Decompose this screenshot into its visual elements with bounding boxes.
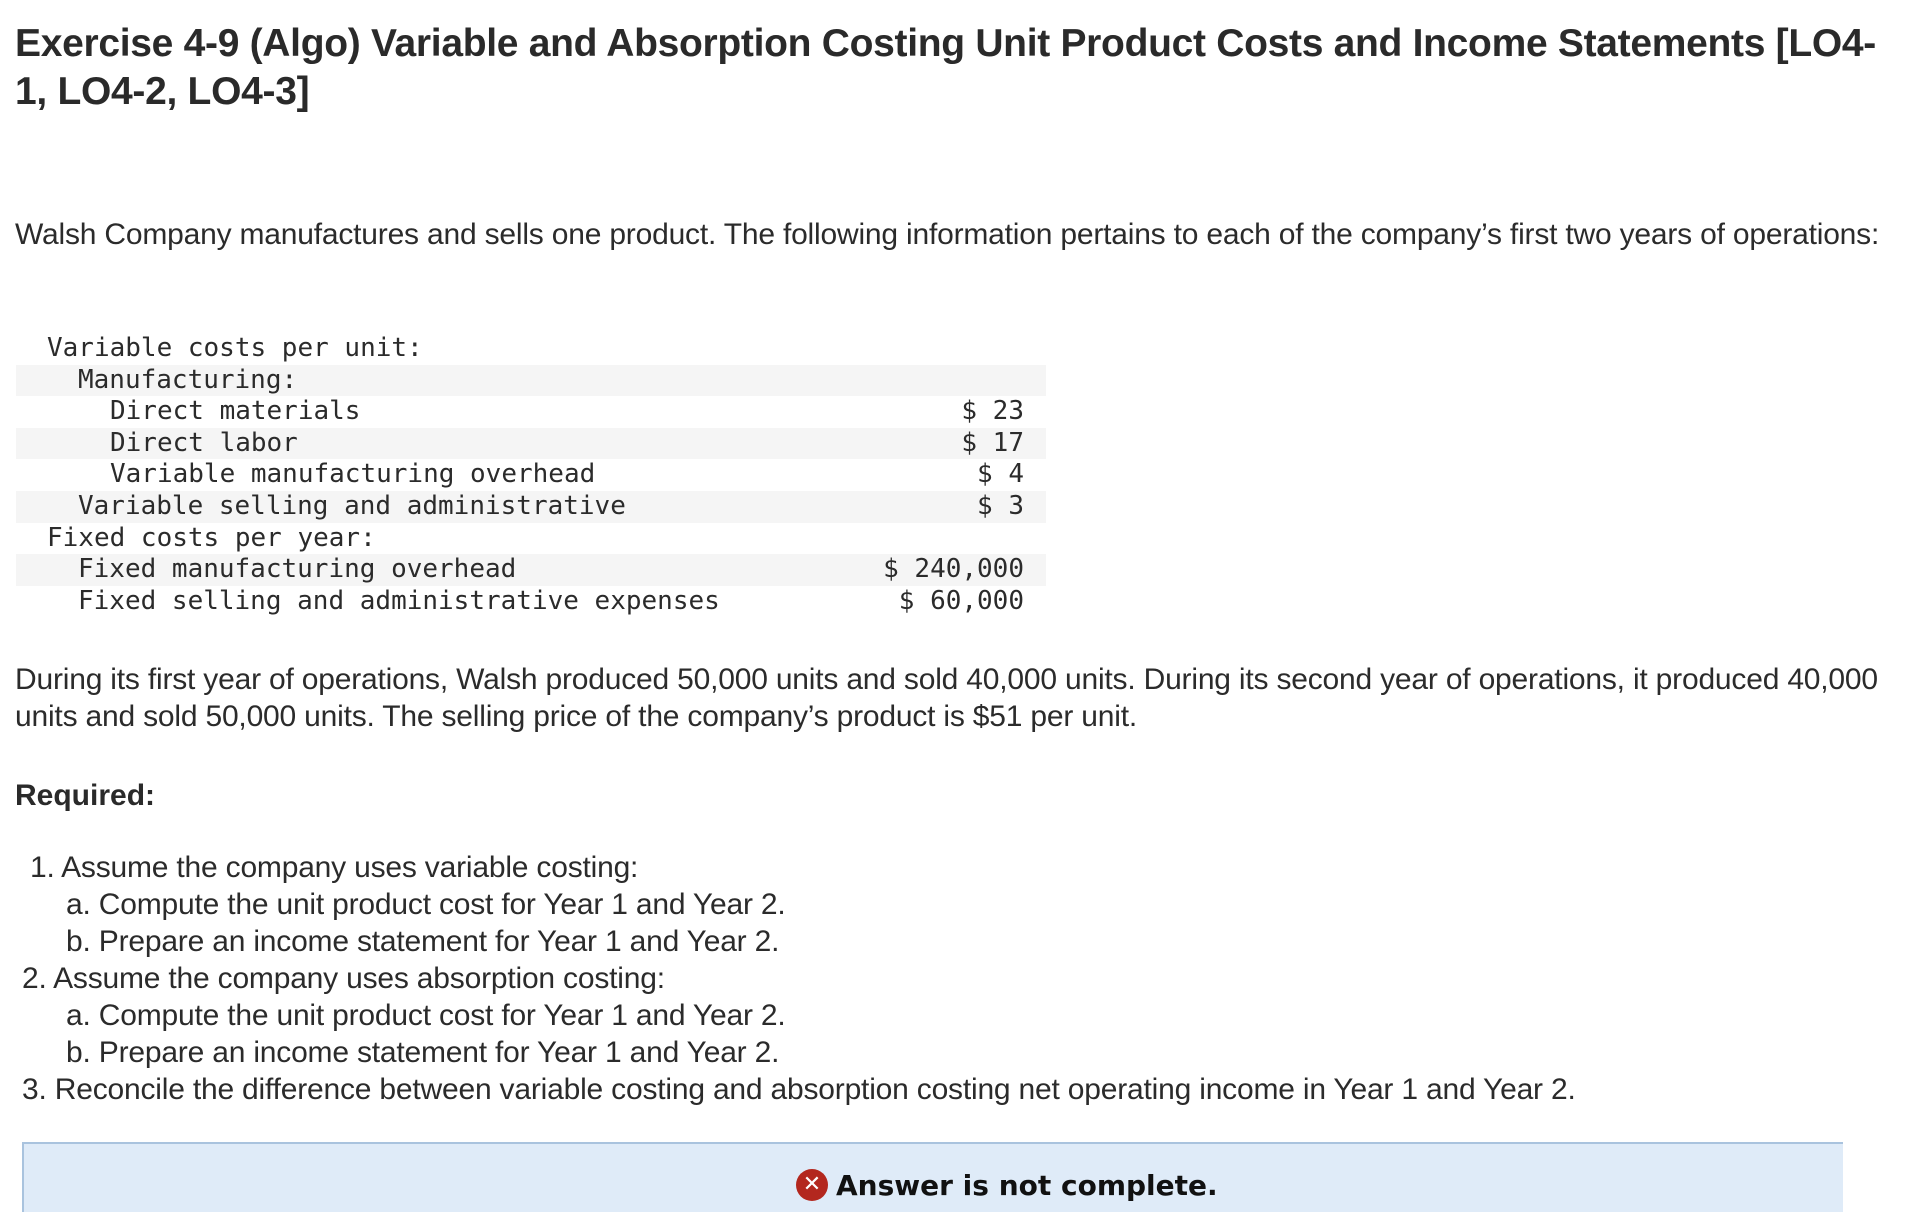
row-value: $ 4 [977,459,1024,490]
row-label: Variable selling and administrative [78,490,626,521]
row-label: Fixed manufacturing overhead [78,554,517,585]
table-row: Variable selling and administrative $ 3 [16,490,1046,523]
row-label: Fixed selling and administrative expense… [78,585,720,616]
required-subitem: a. Compute the unit product cost for Yea… [66,999,786,1032]
table-row: Direct materials $ 23 [16,396,1046,428]
required-subitem: b. Prepare an income statement for Year … [66,925,780,958]
row-value: $ 17 [961,427,1024,458]
table-row: Fixed manufacturing overhead $ 240,000 [16,554,1046,586]
exercise-title: Exercise 4-9 (Algo) Variable and Absorpt… [15,22,1876,113]
row-label: Manufacturing: [78,364,298,395]
required-item: 2. Assume the company uses absorption co… [22,962,665,995]
required-subitem: b. Prepare an income statement for Year … [66,1036,780,1069]
table-row: Manufacturing: [16,364,1046,397]
row-value [852,333,1046,365]
row-value: $ 23 [961,396,1024,427]
answer-status: ✕ Answer is not complete. [796,1168,1218,1202]
intro-paragraph: Walsh Company manufactures and sells one… [15,218,1880,251]
row-value: $ 240,000 [883,554,1024,585]
table-row: Fixed selling and administrative expense… [16,586,1046,618]
row-value [852,523,1046,555]
row-value: $ 3 [977,490,1024,521]
required-subitem: a. Compute the unit product cost for Yea… [66,888,786,921]
required-item: 3. Reconcile the difference between vari… [22,1073,1576,1106]
table-row: Fixed costs per year: [16,523,1046,555]
x-circle-icon: ✕ [796,1169,828,1201]
operations-paragraph: During its first year of operations, Wal… [15,663,1878,733]
row-label: Direct labor [110,427,298,458]
answer-status-text: Answer is not complete. [836,1168,1218,1202]
row-label: Variable manufacturing overhead [110,459,596,490]
table-row: Direct labor $ 17 [16,427,1046,460]
required-heading: Required: [15,779,156,812]
row-label: Direct materials [110,396,361,427]
table-row: Variable costs per unit: [16,333,1046,365]
row-label: Variable costs per unit: [47,333,423,363]
required-item: 1. Assume the company uses variable cost… [30,851,639,884]
cost-data-table: Variable costs per unit: Manufacturing: … [16,333,1046,617]
table-row: Variable manufacturing overhead $ 4 [16,459,1046,491]
row-label: Fixed costs per year: [47,522,376,553]
row-value: $ 60,000 [898,585,1024,616]
row-value [852,365,1046,397]
